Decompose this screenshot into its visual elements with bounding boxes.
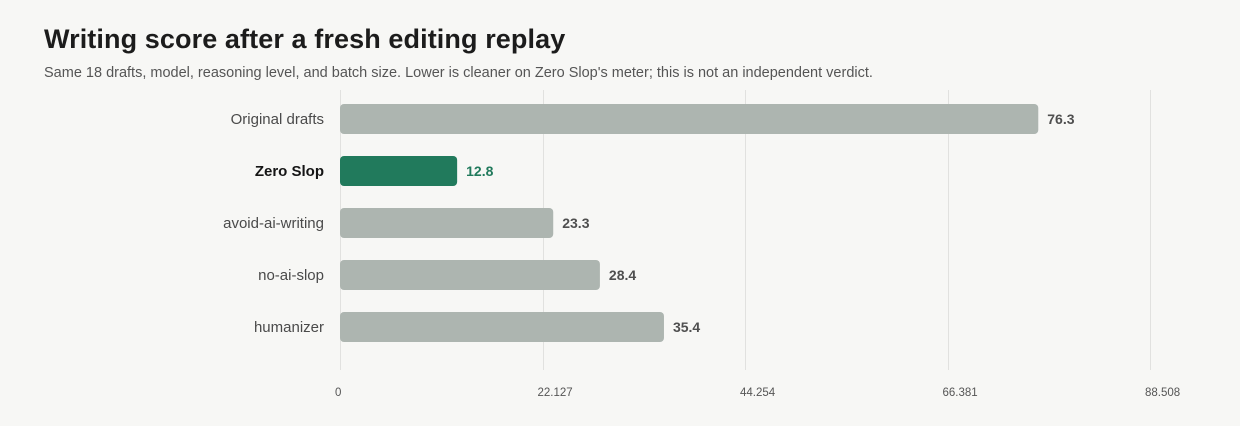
- x-tick-label: 88.508: [1145, 387, 1180, 399]
- chart-subtitle: Same 18 drafts, model, reasoning level, …: [44, 65, 873, 81]
- x-tick-label: 44.254: [740, 387, 776, 399]
- x-tick-label: 22.127: [538, 387, 573, 399]
- value-label: 35.4: [673, 319, 700, 335]
- x-tick-label: 0: [335, 387, 341, 399]
- category-label: Zero Slop: [255, 163, 324, 180]
- value-label: 23.3: [562, 215, 589, 231]
- chart-title: Writing score after a fresh editing repl…: [44, 24, 566, 54]
- category-label: avoid-ai-writing: [223, 215, 324, 232]
- bar[interactable]: [340, 104, 1039, 134]
- bar[interactable]: [340, 156, 458, 186]
- bar[interactable]: [340, 208, 554, 238]
- category-label: humanizer: [254, 319, 324, 336]
- category-label: Original drafts: [231, 111, 324, 128]
- value-label: 28.4: [609, 267, 636, 283]
- value-label: 76.3: [1047, 111, 1074, 127]
- bar[interactable]: [340, 312, 664, 342]
- value-label: 12.8: [466, 163, 493, 179]
- category-label: no-ai-slop: [258, 267, 324, 284]
- x-tick-label: 66.381: [943, 387, 978, 399]
- bar[interactable]: [340, 260, 600, 290]
